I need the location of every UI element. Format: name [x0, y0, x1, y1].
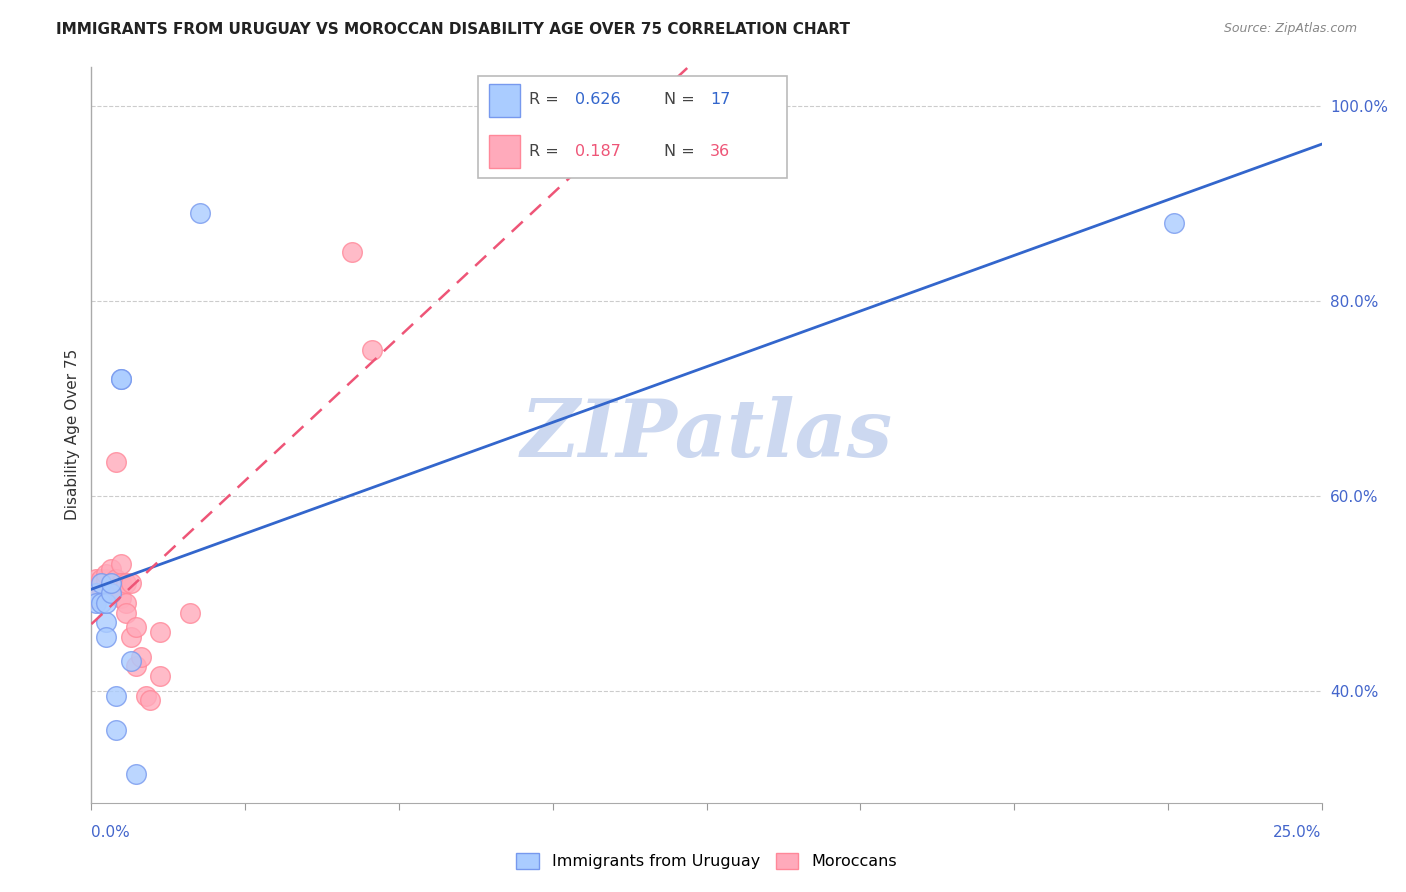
Point: [86, 586, 108, 600]
Point: [96, 596, 117, 610]
Y-axis label: Disability Age Over 75: Disability Age Over 75: [65, 350, 80, 520]
Point: [179, 606, 201, 620]
Point: [114, 576, 138, 591]
Point: [100, 576, 122, 591]
Point: [188, 206, 211, 220]
Legend: Immigrants from Uruguay, Moroccans: Immigrants from Uruguay, Moroccans: [510, 847, 903, 876]
Point: [100, 562, 122, 576]
Point: [110, 576, 132, 591]
Point: [96, 566, 117, 581]
FancyBboxPatch shape: [489, 84, 520, 117]
Text: ZIPatlas: ZIPatlas: [520, 396, 893, 474]
Point: [86, 591, 108, 606]
Point: [90, 582, 112, 596]
Text: R =: R =: [529, 93, 558, 107]
Point: [110, 557, 132, 571]
Point: [86, 576, 108, 591]
Point: [110, 372, 132, 386]
Point: [86, 582, 108, 596]
Point: [124, 620, 146, 634]
Point: [105, 582, 127, 596]
Point: [96, 615, 117, 630]
Point: [120, 630, 142, 644]
Text: R =: R =: [529, 144, 558, 159]
FancyBboxPatch shape: [489, 136, 520, 168]
Point: [100, 586, 122, 600]
Point: [105, 723, 127, 737]
Point: [105, 455, 127, 469]
Point: [124, 659, 146, 673]
Text: 36: 36: [710, 144, 730, 159]
Text: N =: N =: [664, 93, 695, 107]
Point: [90, 572, 112, 586]
Point: [114, 596, 138, 610]
Point: [96, 576, 117, 591]
Point: [110, 591, 132, 606]
Text: 17: 17: [710, 93, 730, 107]
Point: [105, 689, 127, 703]
Point: [96, 572, 117, 586]
Text: 25.0%: 25.0%: [1274, 825, 1322, 839]
Point: [96, 630, 117, 644]
Point: [135, 689, 156, 703]
Point: [340, 245, 363, 260]
Point: [120, 655, 142, 669]
Point: [90, 576, 112, 591]
Point: [139, 693, 162, 707]
Point: [90, 596, 112, 610]
Point: [86, 572, 108, 586]
Text: IMMIGRANTS FROM URUGUAY VS MOROCCAN DISABILITY AGE OVER 75 CORRELATION CHART: IMMIGRANTS FROM URUGUAY VS MOROCCAN DISA…: [56, 22, 851, 37]
Point: [129, 649, 152, 664]
Point: [105, 572, 127, 586]
FancyBboxPatch shape: [478, 76, 787, 178]
Text: Source: ZipAtlas.com: Source: ZipAtlas.com: [1223, 22, 1357, 36]
Text: 0.626: 0.626: [575, 93, 621, 107]
Text: N =: N =: [664, 144, 695, 159]
Point: [86, 586, 108, 600]
Point: [100, 586, 122, 600]
Point: [110, 372, 132, 386]
Point: [100, 576, 122, 591]
Point: [124, 766, 146, 780]
Point: [114, 606, 138, 620]
Point: [90, 576, 112, 591]
Point: [90, 586, 112, 600]
Point: [149, 669, 172, 683]
Point: [149, 625, 172, 640]
Point: [86, 596, 108, 610]
Point: [120, 576, 142, 591]
Point: [1163, 216, 1185, 230]
Point: [360, 343, 382, 357]
Text: 0.0%: 0.0%: [91, 825, 131, 839]
Text: 0.187: 0.187: [575, 144, 621, 159]
